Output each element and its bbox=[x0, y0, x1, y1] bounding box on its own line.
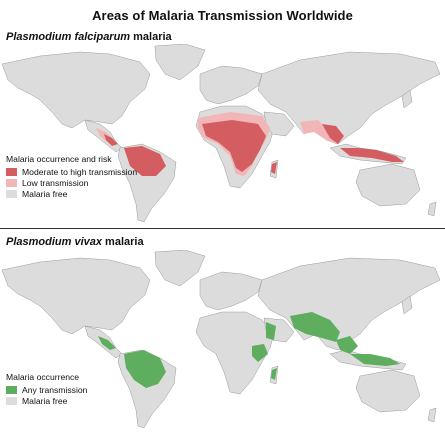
moderate-high-swatch bbox=[6, 168, 17, 177]
vivax-transmission-areas bbox=[98, 312, 400, 388]
any-transmission-swatch bbox=[6, 386, 17, 395]
legend-label: Malaria free bbox=[22, 188, 68, 199]
falciparum-title-suffix: malaria bbox=[130, 31, 172, 43]
legend-item-malaria-free: Malaria free bbox=[6, 396, 87, 407]
vivax-title-suffix: malaria bbox=[102, 236, 144, 248]
legend-label: Any transmission bbox=[22, 384, 88, 395]
vivax-panel-title: Plasmodium vivax malaria bbox=[6, 236, 144, 248]
vivax-legend: Malaria occurrence Any transmission Mala… bbox=[6, 373, 87, 407]
vivax-legend-heading: Malaria occurrence bbox=[6, 372, 80, 382]
malaria-free-swatch bbox=[6, 190, 17, 199]
falciparum-world-map bbox=[1, 44, 441, 223]
legend-item-malaria-free: Malaria free bbox=[6, 189, 137, 200]
panel-divider bbox=[0, 228, 445, 229]
legend-label: Moderate to high transmission bbox=[22, 166, 138, 177]
low-transmission-swatch bbox=[6, 179, 17, 188]
falciparum-transmission-areas bbox=[96, 112, 404, 176]
falciparum-species-name: Plasmodium falciparum bbox=[6, 31, 131, 43]
legend-label: Low transmission bbox=[22, 177, 89, 188]
vivax-species-name: Plasmodium vivax bbox=[6, 236, 102, 248]
falciparum-legend-heading: Malaria occurrence and risk bbox=[6, 154, 112, 164]
falciparum-legend: Malaria occurrence and risk Moderate to … bbox=[6, 155, 137, 200]
legend-item-moderate-high: Moderate to high transmission bbox=[6, 167, 137, 178]
falciparum-panel-title: Plasmodium falciparum malaria bbox=[6, 31, 172, 43]
vivax-world-map bbox=[1, 250, 441, 429]
legend-item-low: Low transmission bbox=[6, 178, 137, 189]
page-title: Areas of Malaria Transmission Worldwide bbox=[92, 8, 353, 23]
legend-label: Malaria free bbox=[22, 395, 68, 406]
legend-item-any-transmission: Any transmission bbox=[6, 385, 87, 396]
malaria-free-swatch bbox=[6, 397, 17, 406]
